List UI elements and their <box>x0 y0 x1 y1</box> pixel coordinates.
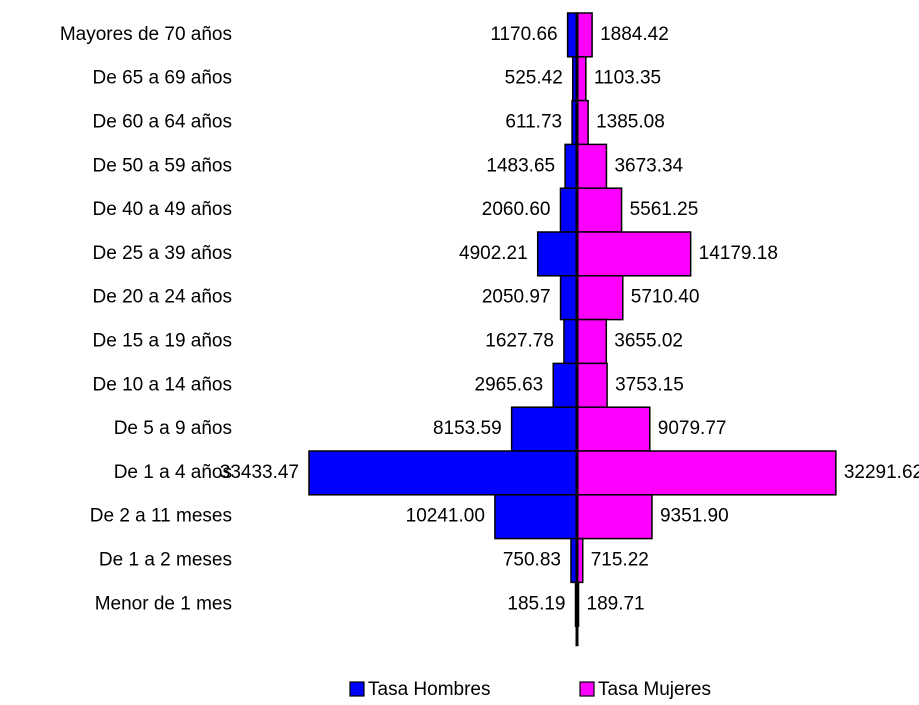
bar <box>576 494 653 540</box>
category-label: De 60 a 64 años <box>93 112 232 133</box>
bar <box>559 275 578 321</box>
value-label: 2050.97 <box>482 287 551 308</box>
value-label: 1103.35 <box>594 68 661 89</box>
legend-swatch <box>579 681 595 697</box>
value-label: 14179.18 <box>699 243 778 264</box>
value-label: 1884.42 <box>600 24 669 45</box>
value-label: 611.73 <box>505 112 562 133</box>
value-label: 3673.34 <box>614 155 683 176</box>
value-label: 1385.08 <box>596 112 665 133</box>
bar <box>576 275 624 321</box>
bar <box>552 362 578 408</box>
legend-label: Tasa Mujeres <box>598 679 711 700</box>
bar <box>576 362 608 408</box>
category-label: De 5 a 9 años <box>114 418 232 439</box>
category-label: De 1 a 2 meses <box>99 550 232 571</box>
value-label: 525.42 <box>505 68 563 89</box>
value-label: 750.83 <box>503 550 561 571</box>
value-label: 33433.47 <box>220 462 299 483</box>
value-label: 185.19 <box>507 593 565 614</box>
category-label: De 15 a 19 años <box>93 331 232 352</box>
value-label: 1627.78 <box>485 331 554 352</box>
bar <box>576 318 608 365</box>
category-label: De 50 a 59 años <box>93 155 232 176</box>
value-label: 189.71 <box>587 593 645 614</box>
category-label: Menor de 1 mes <box>95 593 232 614</box>
bar <box>576 12 593 58</box>
value-label: 1170.66 <box>490 24 557 45</box>
bar <box>576 187 623 233</box>
value-label: 10241.00 <box>406 506 485 527</box>
value-label: 1483.65 <box>486 155 555 176</box>
value-label: 2965.63 <box>475 374 544 395</box>
bar <box>576 450 837 496</box>
category-label: De 25 a 39 años <box>93 243 232 264</box>
value-label: 9079.77 <box>658 418 727 439</box>
category-label: De 40 a 49 años <box>93 199 232 220</box>
category-label: De 10 a 14 años <box>93 374 232 395</box>
value-label: 3753.15 <box>615 374 684 395</box>
legend-swatch <box>349 681 365 697</box>
category-label: De 20 a 24 años <box>93 287 232 308</box>
value-label: 2060.60 <box>482 199 551 220</box>
category-label: Mayores de 70 años <box>60 24 232 45</box>
value-label: 715.22 <box>591 550 649 571</box>
value-label: 5561.25 <box>630 199 699 220</box>
bar <box>576 231 692 277</box>
category-label: De 2 a 11 meses <box>90 506 232 527</box>
category-label: De 65 a 69 años <box>93 68 232 89</box>
bar <box>559 187 578 233</box>
bar <box>308 450 578 496</box>
value-label: 8153.59 <box>433 418 502 439</box>
bar <box>564 143 578 189</box>
value-label: 4902.21 <box>459 243 528 264</box>
value-label: 32291.62 <box>844 462 919 483</box>
bar <box>576 99 589 146</box>
bar <box>536 231 578 277</box>
value-label: 9351.90 <box>660 506 729 527</box>
value-label: 5710.40 <box>631 287 700 308</box>
value-label: 3655.02 <box>614 331 683 352</box>
bar <box>494 494 578 540</box>
bar <box>563 318 578 365</box>
bar <box>576 143 608 189</box>
bar <box>510 406 578 452</box>
legend-label: Tasa Hombres <box>368 679 491 700</box>
bar <box>576 406 651 452</box>
category-label: De 1 a 4 años <box>114 462 232 483</box>
